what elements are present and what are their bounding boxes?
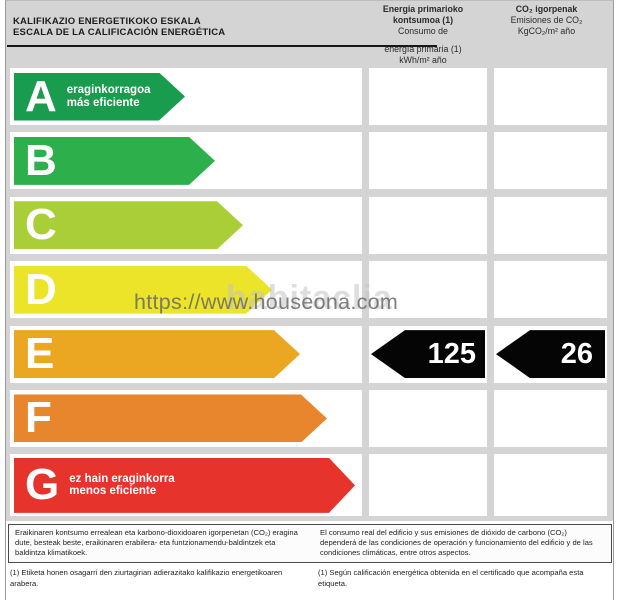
title-underline (7, 45, 437, 47)
scale-cell-a: A eraginkorragoa más eficiente (10, 68, 362, 125)
rating-arrow-g: G ez hain eraginkorra menos eficiente (14, 458, 355, 513)
footer-disclaimer-box: Eraikinaren kontsumo errealean eta karbo… (8, 524, 612, 563)
scale-cell-e: E (10, 325, 362, 383)
rating-arrow-d: D (14, 266, 272, 314)
footnote-basque: (1) Etiketa honen osagarri den ziurtagir… (10, 568, 283, 588)
rating-row-e: E 125 26 (10, 325, 607, 383)
rating-row-b: B (10, 132, 607, 190)
caption-line: más eficiente (66, 96, 140, 109)
co2-header-line: Emisiones de CO₂ (510, 15, 583, 25)
footer-text-basque: Eraikinaren kontsumo errealean eta karbo… (15, 528, 298, 557)
energy-header-line: Consumo de (398, 26, 448, 36)
title-line-spanish: ESCALA DE LA CALIFICACIÓN ENERGÉTICA (13, 27, 226, 38)
co2-cell-e: 26 (494, 325, 607, 383)
energy-cell-a (369, 68, 487, 125)
scale-cell-f: F (10, 389, 362, 447)
scale-cell-d: D (10, 261, 362, 319)
footer-text-spanish: El consumo real del edificio y sus emisi… (320, 528, 593, 557)
column-header-co2: CO₂ igorpenak Emisiones de CO₂ KgCO₂/m² … (488, 4, 605, 37)
energy-cell-b (369, 132, 487, 190)
rating-letter-f: F (25, 393, 52, 443)
energy-cell-e: 125 (369, 325, 487, 383)
rating-rows: A eraginkorragoa más eficiente B (10, 68, 607, 524)
scale-cell-b: B (10, 132, 362, 190)
co2-cell-d (494, 261, 607, 319)
co2-cell-a (494, 68, 607, 125)
energy-header-line: kontsumoa (1) (392, 15, 454, 25)
rating-row-a: A eraginkorragoa más eficiente (10, 68, 607, 125)
rating-caption-a: eraginkorragoa más eficiente (67, 84, 151, 109)
energy-cell-g (369, 454, 487, 517)
co2-cell-c (494, 196, 607, 254)
energy-header-line: kWh/m² año (399, 55, 447, 65)
rating-row-g: G ez hain eraginkorra menos eficiente (10, 454, 607, 517)
energy-header-line: Energia primarioko (382, 4, 464, 14)
co2-cell-g (494, 454, 607, 517)
page-title: KALIFIKAZIO ENERGETIKOKO ESKALA ESCALA D… (13, 16, 225, 38)
co2-value: 26 (560, 337, 593, 370)
rating-letter-g: G (25, 460, 60, 510)
rating-arrow-e: E (14, 330, 300, 378)
co2-cell-b (494, 132, 607, 190)
rating-letter-d: D (25, 264, 57, 314)
header-spacer (363, 37, 483, 44)
energy-header-line: energía primaria (1) (384, 44, 462, 54)
rating-row-f: F (10, 389, 607, 447)
rating-row-c: C (10, 196, 607, 254)
co2-header-line: KgCO₂/m² año (517, 26, 576, 36)
rating-arrow-f: F (14, 394, 327, 442)
energy-value: 125 (427, 337, 476, 370)
rating-arrow-a: A eraginkorragoa más eficiente (14, 73, 185, 121)
caption-line: menos eficiente (69, 485, 157, 498)
caption-line: ez hain eraginkorra (69, 472, 175, 485)
co2-cell-f (494, 389, 607, 447)
title-line-basque: KALIFIKAZIO ENERGETIKOKO ESKALA (13, 16, 201, 27)
rating-row-d: D (10, 261, 607, 319)
energy-cell-c (369, 196, 487, 254)
energy-cell-f (369, 389, 487, 447)
rating-letter-b: B (25, 135, 57, 185)
rating-arrow-b: B (14, 137, 215, 185)
rating-letter-a: A (25, 71, 57, 121)
scale-cell-g: G ez hain eraginkorra menos eficiente (10, 454, 362, 517)
rating-letter-c: C (25, 200, 57, 250)
column-header-energy: Energia primarioko kontsumoa (1) Consumo… (363, 4, 483, 66)
rating-arrow-c: C (14, 201, 243, 249)
co2-header-line: CO₂ igorpenak (515, 4, 578, 14)
energy-value-arrow: 125 (371, 330, 485, 379)
footnote-spanish: (1) Según calificación energética obteni… (318, 568, 584, 588)
caption-line: eraginkorragoa (66, 84, 151, 96)
scale-cell-c: C (10, 196, 362, 254)
energy-cell-d (369, 261, 487, 319)
rating-letter-e: E (25, 329, 55, 379)
rating-caption-g: ez hain eraginkorra menos eficiente (69, 473, 174, 498)
co2-value-arrow: 26 (496, 330, 605, 379)
